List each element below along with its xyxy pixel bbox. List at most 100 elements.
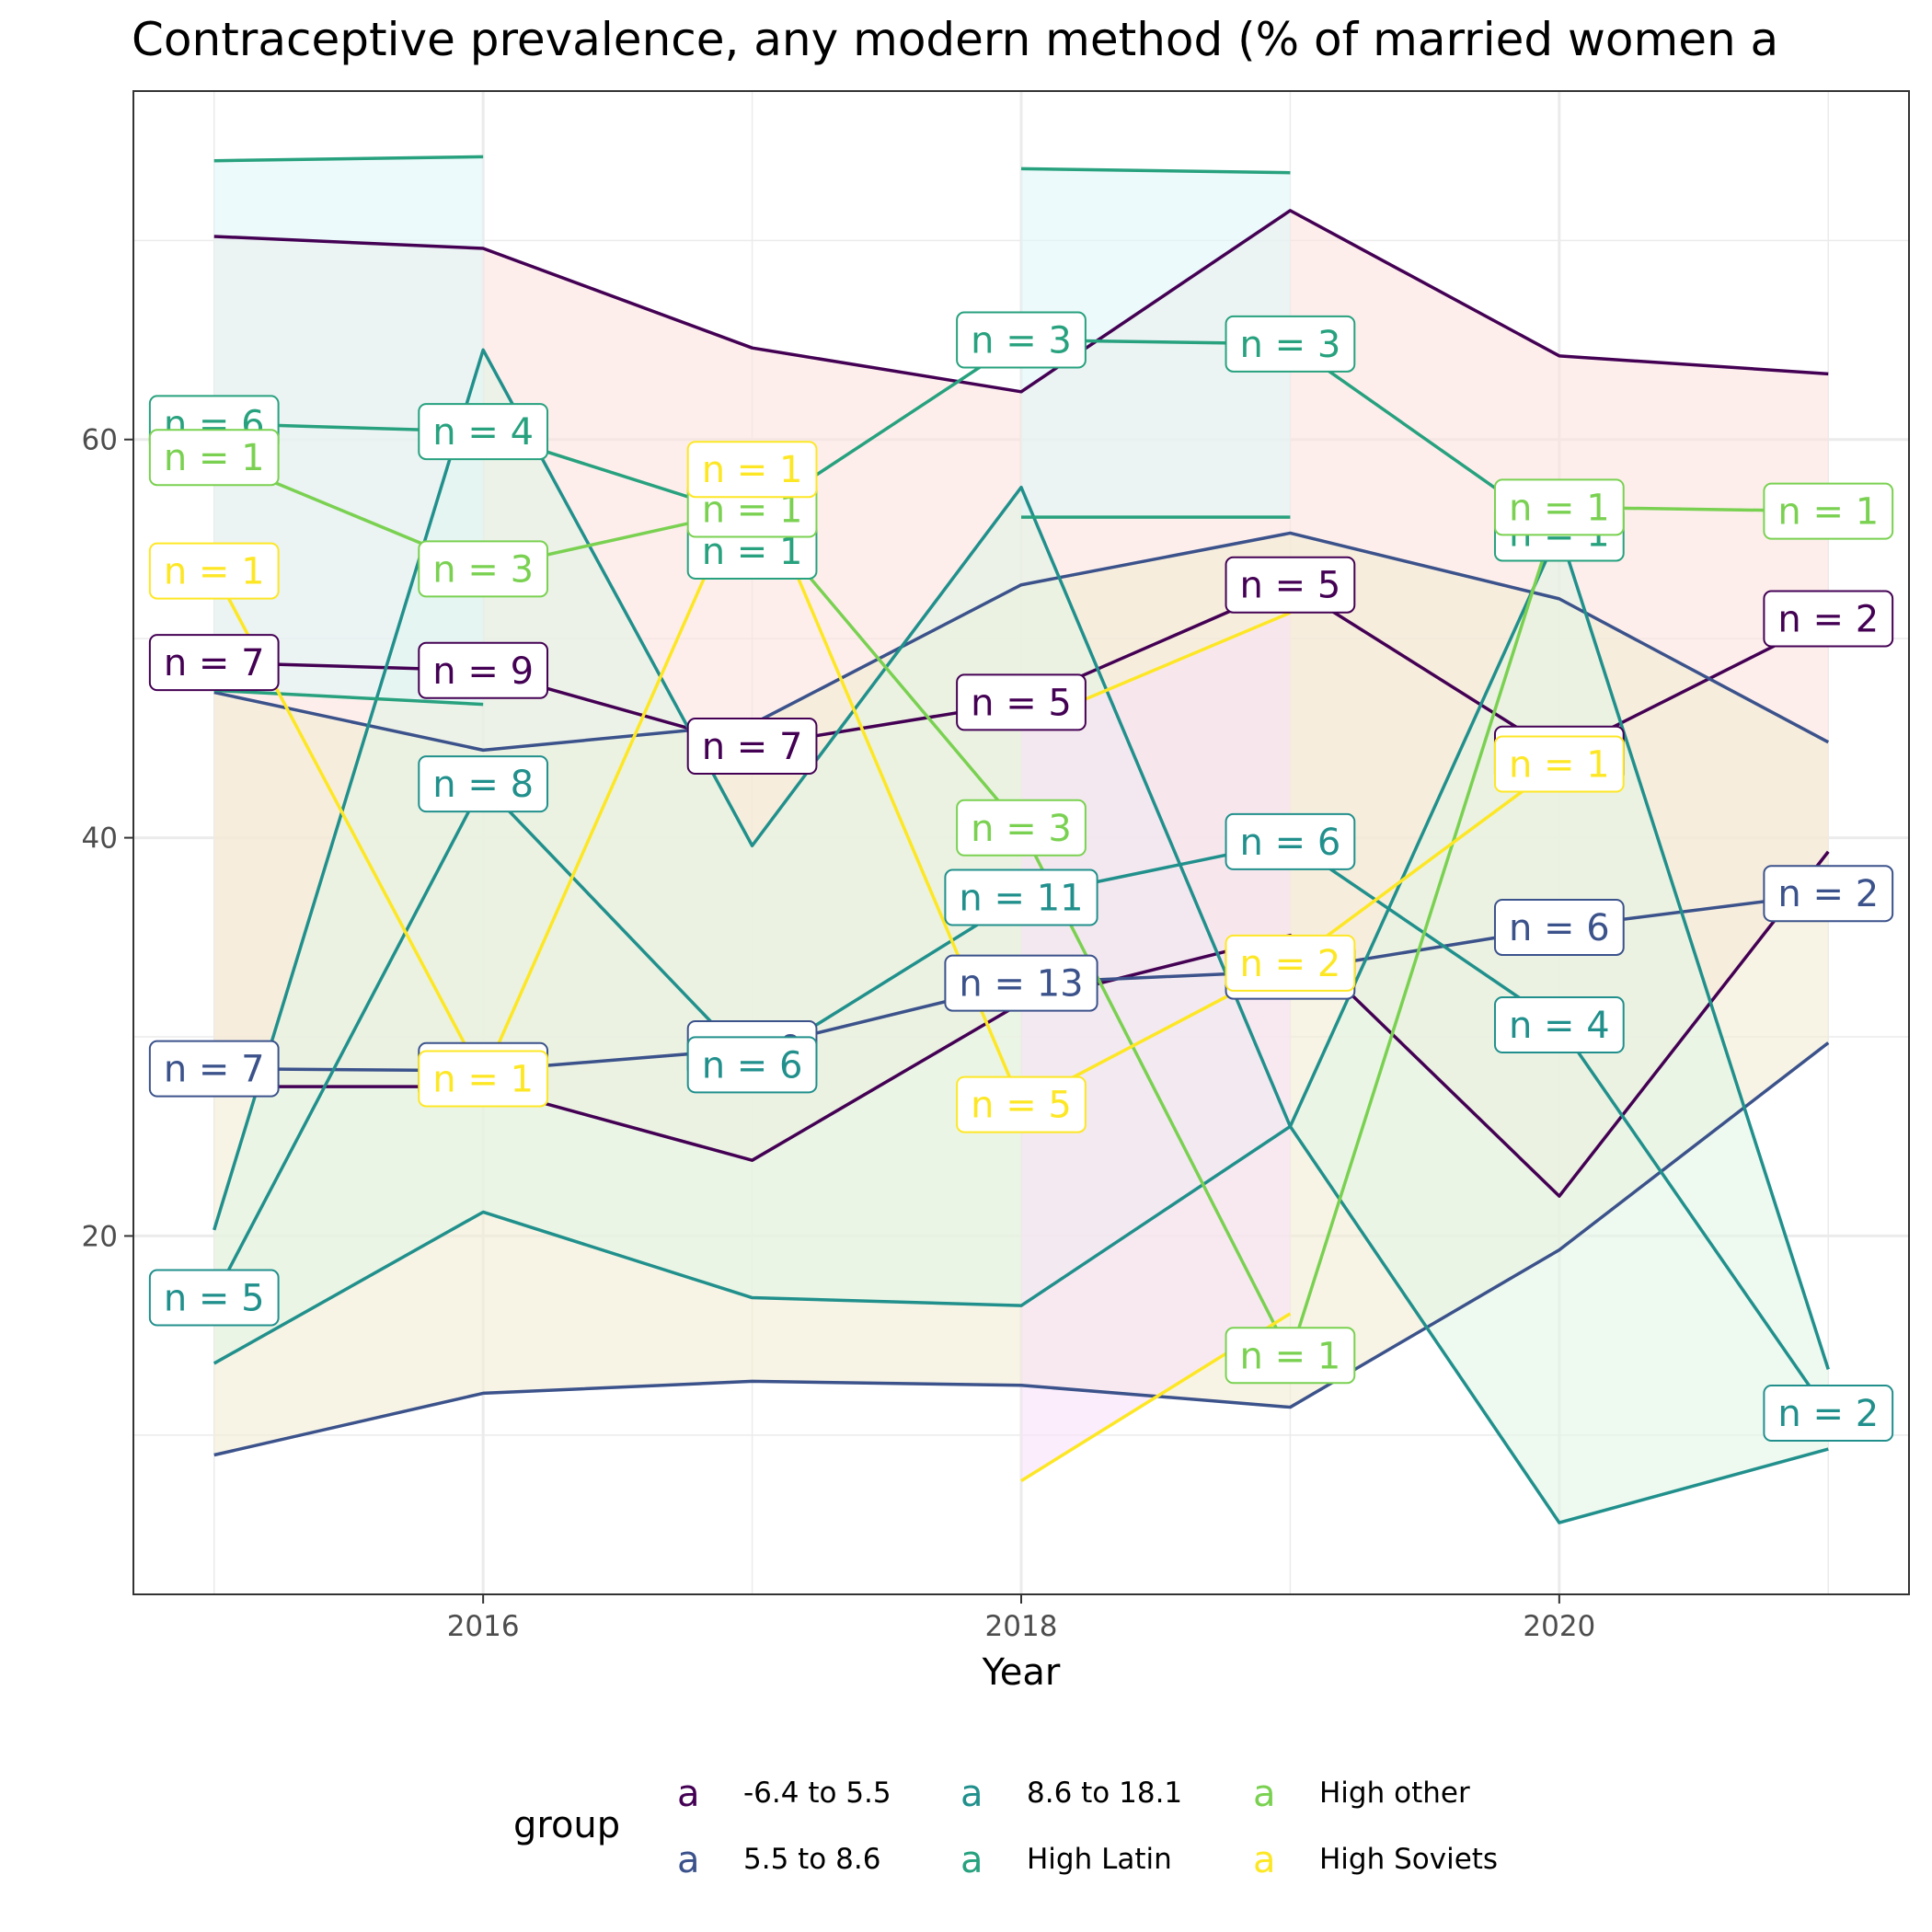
chart-title: Contraceptive prevalence, any modern met…	[132, 13, 1778, 66]
count-label-box	[1493, 898, 1625, 956]
y-tick-label: 60	[82, 424, 118, 457]
count-label-high-soviets: n = 2	[1225, 934, 1356, 992]
count-label-text: n = 1	[702, 531, 803, 573]
legend-title: group	[513, 1804, 620, 1846]
count-label-text: n = 6	[1240, 822, 1341, 864]
lower-bound-line-5-5-to-8-6	[213, 1041, 1830, 1457]
count-label-box	[1225, 934, 1356, 992]
count-label-text: n = 5	[971, 682, 1072, 724]
count-label-5-5-to-8-6: n = 7	[148, 1040, 280, 1098]
legend-item-8-6-to-18-1: a 8.6 to 18.1	[960, 1773, 1182, 1815]
count-label-6-4-to-5-5: n = 9	[418, 641, 549, 699]
lower-bound-line-8-6-to-18-1	[213, 1124, 1829, 1524]
count-label-box	[418, 1050, 549, 1108]
count-label-text: n = 3	[971, 808, 1072, 850]
count-labels: n = 7 n = 9 n = 7 n = 5 n = 5 n = 1 n = 2 n = 7…	[148, 311, 1894, 1443]
count-label-box	[956, 673, 1087, 731]
count-label-box	[1763, 1385, 1894, 1443]
legend-key-glyph: a	[1253, 1839, 1276, 1881]
count-label-6-4-to-5-5: n = 2	[1763, 590, 1894, 648]
count-label-box	[956, 1075, 1087, 1133]
count-label-text: n = 2	[1777, 873, 1879, 915]
count-label-box	[418, 540, 549, 598]
count-label-box	[148, 1040, 280, 1098]
count-label-6-4-to-5-5: n = 5	[956, 673, 1087, 731]
count-label-text: n = 1	[164, 437, 265, 479]
count-label-box	[148, 429, 280, 487]
upper-bound-line-6-4-to-5-5	[213, 209, 1829, 394]
count-label-box	[1225, 315, 1356, 373]
count-label-text: n = 1	[432, 1058, 534, 1100]
count-label-text: n = 7	[164, 1049, 265, 1091]
legend-item-high-soviets: a High Soviets	[1253, 1839, 1498, 1881]
count-label-box	[418, 755, 549, 813]
legend-item-high-other: a High other	[1253, 1773, 1470, 1815]
count-label-text: n = 5	[971, 1085, 1072, 1127]
count-label-text: n = 6	[702, 1044, 803, 1087]
count-label-6-4-to-5-5: n = 7	[148, 634, 280, 692]
count-label-text: n = 11	[959, 878, 1083, 920]
count-label-high-soviets: n = 5	[956, 1075, 1087, 1133]
count-label-high-other: n = 1	[148, 429, 280, 487]
mean-line-high-soviets	[213, 467, 1560, 1107]
count-label-8-6-to-18-1: n = 6	[1225, 812, 1356, 870]
legend-key-glyph: a	[677, 1839, 700, 1881]
count-label-box	[1225, 556, 1356, 614]
count-label-text: n = 1	[164, 551, 265, 593]
count-label-8-6-to-18-1: n = 6	[686, 1036, 818, 1094]
count-label-text: n = 1	[702, 449, 803, 491]
count-label-5-5-to-8-6: n = 2	[1763, 865, 1894, 923]
count-label-text: n = 6	[1509, 907, 1610, 949]
legend-item-5-5-to-8-6: a 5.5 to 8.6	[677, 1839, 880, 1881]
count-label-high-latin: n = 3	[1225, 315, 1356, 373]
legend-label: 8.6 to 18.1	[1027, 1777, 1182, 1810]
count-label-box	[148, 1269, 280, 1327]
legend-key-glyph: a	[960, 1839, 983, 1881]
count-label-8-6-to-18-1: n = 2	[1763, 1385, 1894, 1443]
count-label-high-soviets: n = 1	[418, 1050, 549, 1108]
count-label-box	[148, 542, 280, 600]
count-label-box	[1763, 482, 1894, 540]
count-label-text: n = 1	[1240, 1335, 1341, 1377]
count-label-box	[944, 954, 1098, 1012]
legend-label: -6.4 to 5.5	[743, 1777, 891, 1810]
count-label-box	[1493, 478, 1625, 536]
legend-key-glyph: a	[1253, 1773, 1276, 1815]
count-label-text: n = 5	[1240, 565, 1341, 607]
x-tick-label: 2020	[1523, 1610, 1595, 1643]
count-label-high-latin: n = 4	[418, 403, 549, 461]
legend-key-glyph: a	[677, 1773, 700, 1815]
count-label-5-5-to-8-6: n = 13	[944, 954, 1098, 1012]
count-label-text: n = 3	[1240, 324, 1341, 366]
count-label-text: n = 13	[959, 963, 1083, 1006]
legend-label: High Soviets	[1319, 1843, 1498, 1876]
legend-item-high-latin: a High Latin	[960, 1839, 1172, 1881]
count-label-text: n = 1	[1509, 744, 1610, 787]
count-label-box	[1225, 1327, 1356, 1385]
legend-label: High Latin	[1027, 1843, 1172, 1876]
count-label-text: n = 3	[971, 320, 1072, 362]
legend-items: a -6.4 to 5.5 a 5.5 to 8.6 a 8.6 to 18.1 a High…	[677, 1773, 1498, 1881]
legend-key-glyph: a	[960, 1773, 983, 1815]
count-label-text: n = 1	[1777, 491, 1879, 534]
legend-label: 5.5 to 8.6	[743, 1843, 880, 1876]
count-label-box	[686, 441, 818, 499]
count-label-box	[1493, 996, 1625, 1054]
x-axis-title: Year	[982, 1651, 1061, 1694]
x-tick-label: 2016	[447, 1610, 520, 1643]
count-label-8-6-to-18-1: n = 4	[1493, 996, 1625, 1054]
count-label-high-soviets: n = 1	[1493, 735, 1625, 793]
count-label-high-other: n = 3	[956, 799, 1087, 857]
count-label-box	[1493, 735, 1625, 793]
count-label-box	[1763, 865, 1894, 923]
count-label-text: n = 3	[432, 548, 534, 591]
count-label-high-other: n = 1	[1225, 1327, 1356, 1385]
count-label-text: n = 2	[1777, 599, 1879, 641]
legend-item-6-4-to-5-5: a -6.4 to 5.5	[677, 1773, 891, 1815]
count-label-8-6-to-18-1: n = 8	[418, 755, 549, 813]
upper-bound-line-5-5-to-8-6	[213, 531, 1830, 753]
x-tick-label: 2018	[985, 1610, 1058, 1643]
count-label-5-5-to-8-6: n = 6	[1493, 898, 1625, 956]
